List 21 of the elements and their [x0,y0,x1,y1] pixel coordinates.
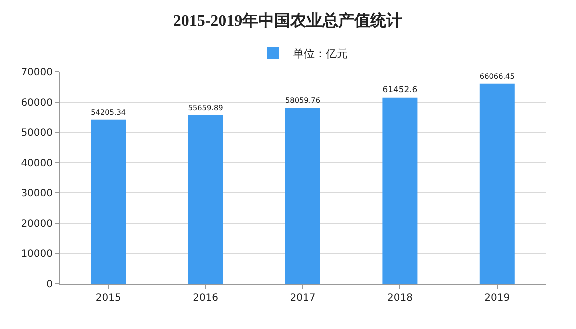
y-tick-label: 10000 [21,249,53,260]
x-tick-label: 2015 [96,293,122,304]
bar [480,84,515,284]
x-tick-label: 2016 [193,293,219,304]
y-tick-label: 20000 [21,218,53,230]
x-tick-label: 2018 [387,293,413,304]
y-tick-label: 30000 [21,188,53,200]
y-tick-label: 40000 [21,158,53,170]
y-tick-label: 60000 [21,98,53,109]
bar [91,120,126,284]
chart-title: 2015-2019年中国农业总产值统计 [173,12,403,30]
x-tick-label: 2017 [290,293,316,304]
legend-label: 单位：亿元 [293,48,348,61]
bar [286,108,320,284]
data-label: 61452.6 [382,84,418,95]
y-tick-label: 0 [46,280,53,290]
y-tick-label: 70000 [21,68,53,78]
bar [382,98,418,284]
y-tick-label: 50000 [21,128,53,140]
bar [188,115,224,284]
x-tick-label: 2019 [484,293,510,304]
